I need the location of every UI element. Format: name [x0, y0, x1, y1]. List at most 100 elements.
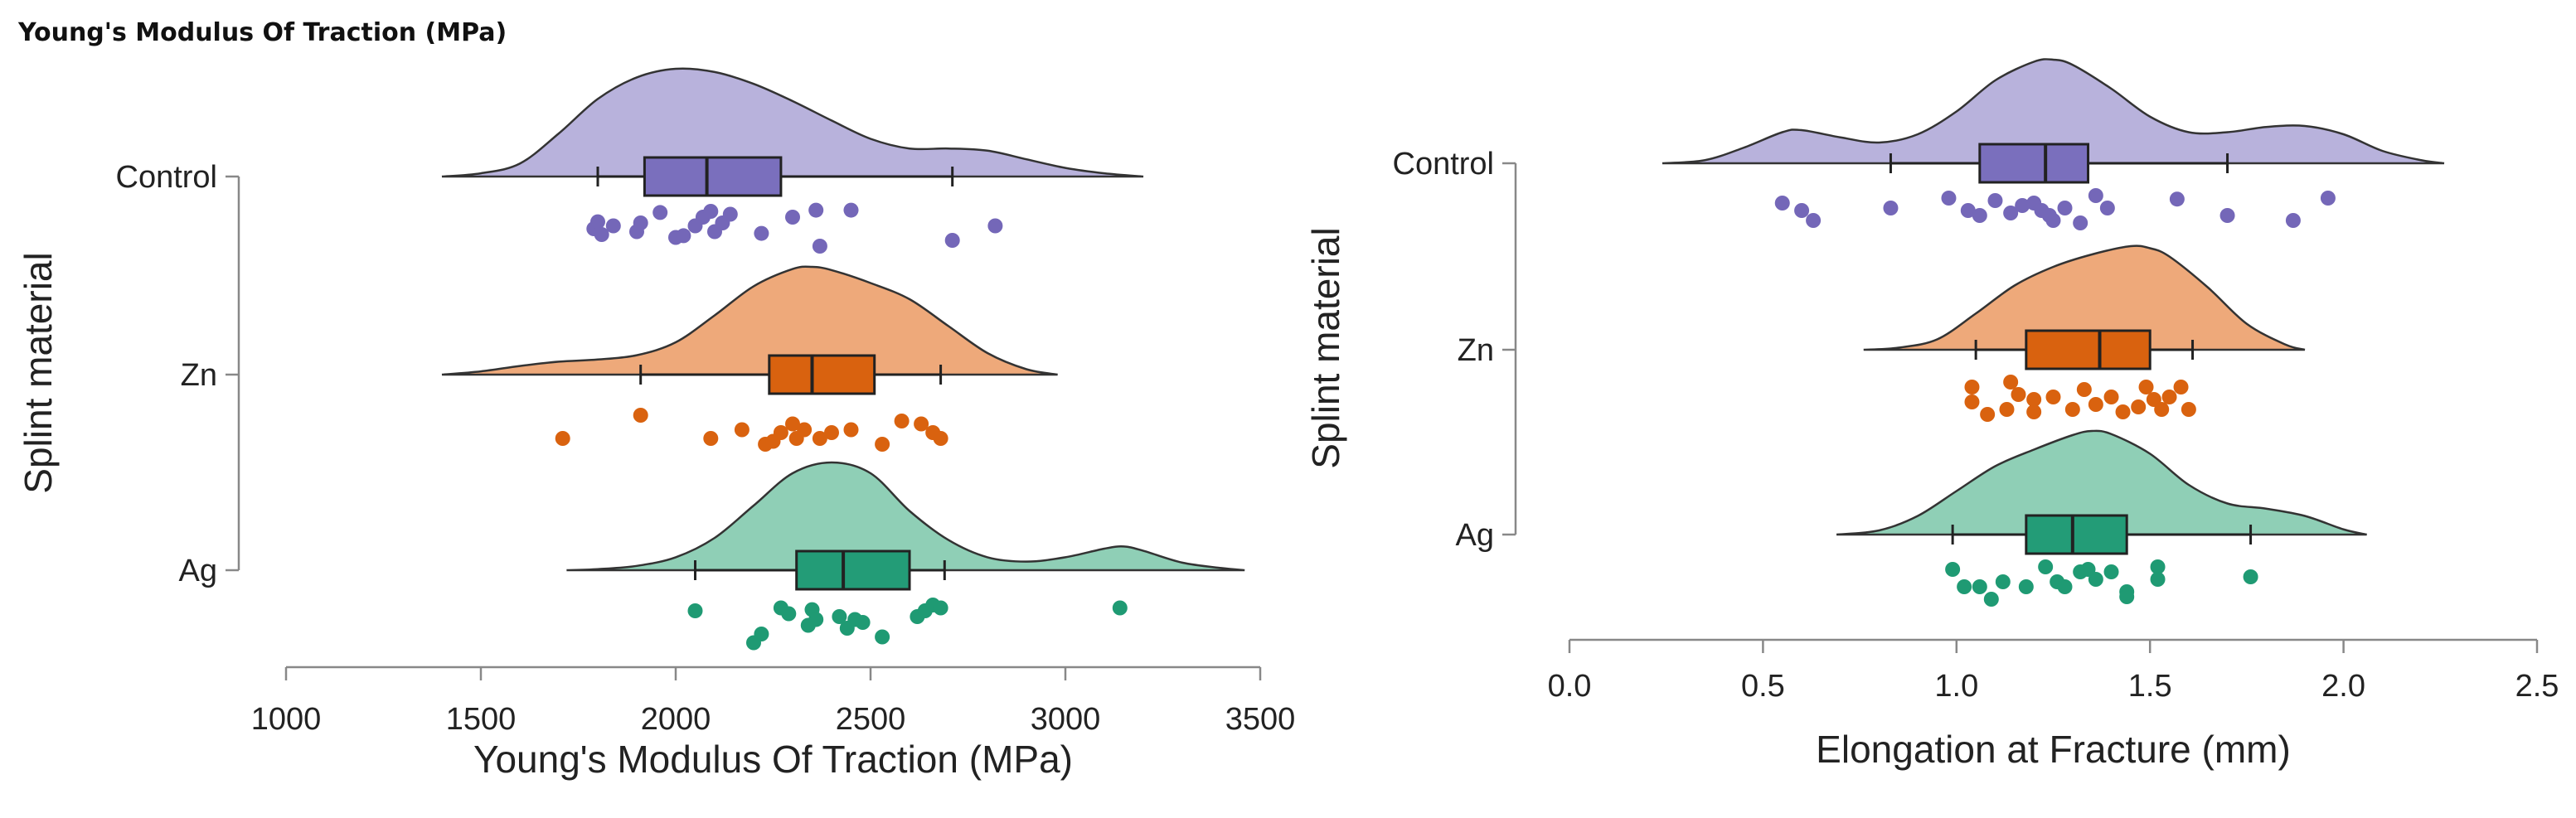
data-point: [2103, 390, 2119, 404]
data-point: [2026, 392, 2042, 407]
data-point: [1957, 579, 1972, 594]
data-point: [2011, 387, 2026, 402]
data-point: [2285, 213, 2301, 228]
figure-title: Young's Modulus Of Traction (MPa): [18, 18, 507, 47]
data-point: [2015, 198, 2030, 213]
data-point: [812, 431, 827, 446]
data-point: [933, 431, 948, 446]
data-point: [734, 422, 750, 438]
data-point: [1941, 191, 1957, 206]
data-point: [633, 408, 648, 423]
x-tick-label: 2500: [836, 702, 906, 737]
data-point: [2003, 375, 2019, 390]
data-point: [676, 228, 691, 244]
density-cloud: [441, 67, 1144, 178]
data-point: [797, 422, 813, 438]
data-point: [703, 204, 719, 219]
data-point: [1999, 402, 2015, 417]
series-zn: Zn: [181, 265, 1058, 452]
x-tick-label: 3500: [1225, 702, 1296, 737]
data-point: [2181, 402, 2196, 417]
series-ag: Ag: [1456, 429, 2367, 607]
data-point: [1972, 208, 1987, 223]
data-point: [687, 603, 703, 618]
iqr-box: [2025, 329, 2152, 370]
data-point: [590, 214, 605, 230]
data-point: [1112, 600, 1128, 616]
data-point: [2138, 380, 2154, 394]
data-point: [1883, 201, 1899, 215]
series-ag: Ag: [179, 461, 1245, 651]
data-point: [843, 202, 859, 218]
data-point: [2115, 404, 2131, 419]
data-point: [2057, 579, 2073, 594]
x-tick-label: 0.0: [1548, 669, 1592, 704]
data-point: [843, 422, 859, 438]
y-tick-label: Ag: [1456, 518, 1494, 553]
x-axis-title: Young's Modulus Of Traction (MPa): [473, 738, 1073, 781]
data-point: [2073, 215, 2088, 230]
data-point: [2057, 201, 2073, 215]
data-point: [1980, 407, 1996, 422]
density-cloud: [441, 265, 1058, 376]
y-tick-label: Zn: [1458, 333, 1494, 368]
series-control: Control: [1393, 58, 2445, 230]
data-point: [2045, 213, 2061, 228]
data-point: [808, 612, 824, 627]
series-control: Control: [116, 67, 1144, 254]
data-point: [1983, 592, 1999, 607]
panel-youngs-modulus: 1000 1500 2000 2500 3000 3500 Young's Modulus …: [17, 67, 1296, 781]
data-point: [2219, 208, 2235, 223]
y-tick-label: Control: [116, 160, 218, 195]
data-point: [2038, 559, 2054, 574]
data-point: [812, 239, 827, 254]
data-point: [594, 227, 609, 242]
data-point: [944, 233, 960, 248]
x-tick-label: 2.0: [2321, 669, 2365, 704]
data-point: [875, 437, 890, 452]
density-cloud: [566, 461, 1245, 572]
data-point: [1972, 579, 1987, 594]
x-tick-label: 1.0: [1934, 669, 1978, 704]
data-point: [808, 202, 824, 218]
iqr-box: [795, 549, 911, 591]
data-point: [2064, 402, 2080, 417]
data-point: [1794, 203, 1810, 218]
series-zn: Zn: [1458, 244, 2306, 422]
data-point: [633, 215, 648, 230]
x-tick-label: 0.5: [1741, 669, 1785, 704]
panel-elongation: 0.0 0.5 1.0 1.5 2.0 2.5 Elongation at Fracture…: [1304, 58, 2559, 771]
x-axis-title: Elongation at Fracture (mm): [1816, 728, 2291, 771]
data-point: [2243, 569, 2258, 584]
data-point: [987, 218, 1003, 234]
data-point: [2150, 572, 2166, 587]
iqr-box: [768, 354, 876, 395]
density-cloud: [1662, 58, 2445, 165]
data-point: [2099, 201, 2115, 215]
data-point: [1995, 574, 2011, 589]
data-point: [2018, 579, 2034, 594]
density-cloud: [1863, 244, 2306, 351]
data-point: [2154, 402, 2170, 417]
data-point: [1987, 193, 2003, 208]
data-point: [2088, 397, 2103, 412]
x-tick-label: 1.5: [2128, 669, 2172, 704]
data-point: [2003, 206, 2019, 220]
data-point: [832, 609, 847, 624]
y-tick-label: Control: [1393, 147, 1495, 182]
iqr-box: [643, 156, 783, 197]
y-tick-label: Ag: [179, 554, 217, 588]
data-point: [2076, 382, 2092, 397]
data-point: [781, 606, 797, 622]
data-point: [914, 416, 929, 432]
data-point: [2320, 191, 2336, 206]
data-point: [1945, 562, 1961, 577]
y-axis-title: Splint material: [1304, 227, 1347, 468]
data-point: [2045, 390, 2061, 404]
data-point: [754, 627, 769, 641]
data-point: [754, 225, 769, 241]
data-point: [555, 431, 570, 446]
data-point: [933, 600, 948, 616]
x-tick-label: 2000: [641, 702, 711, 737]
data-point: [785, 210, 800, 225]
